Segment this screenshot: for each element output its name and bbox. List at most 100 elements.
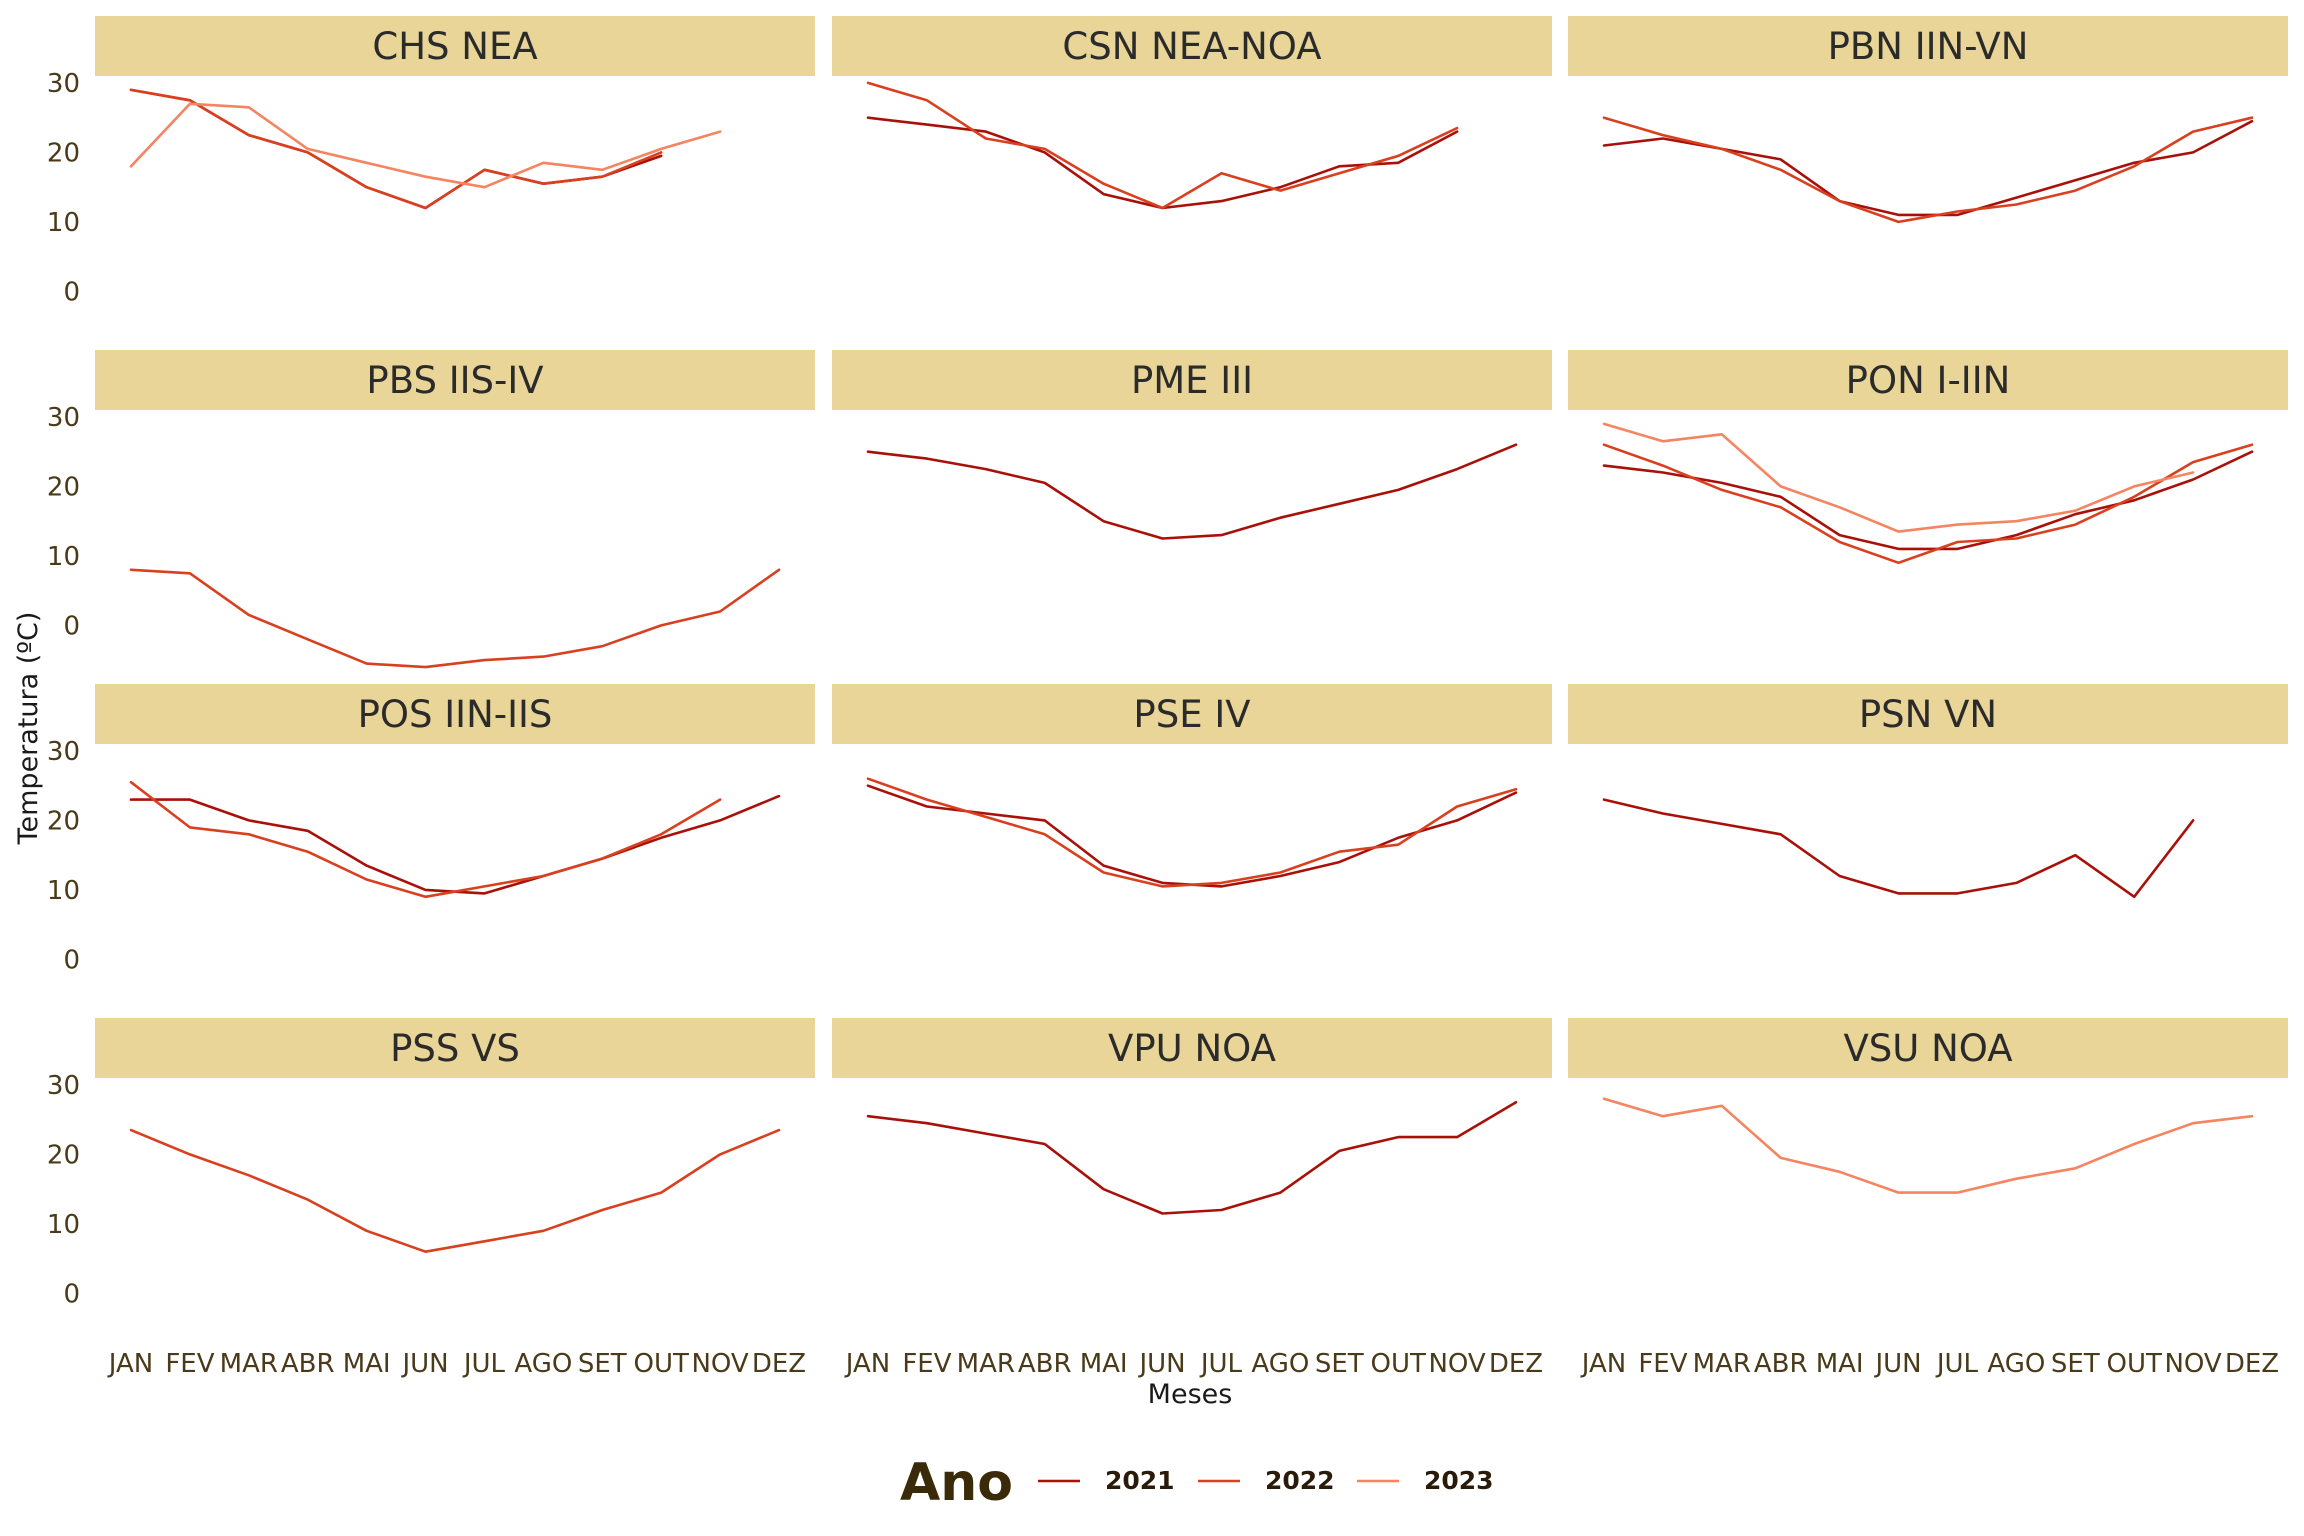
x-tick-label: JUN: [1873, 1349, 1921, 1379]
series-line-vsu-noa-2023: [1602, 1097, 2254, 1194]
y-tick-label: 20: [47, 806, 80, 836]
x-tick-label: FEV: [902, 1349, 951, 1379]
panel-strip-pos-iin-iis: [95, 684, 815, 744]
panel-title-pos-iin-iis: POS IIN-IIS: [358, 693, 553, 736]
panel-title-pse-iv: PSE IV: [1133, 693, 1250, 736]
x-tick-label: DEZ: [1489, 1349, 1543, 1379]
x-tick-label: FEV: [1638, 1349, 1687, 1379]
x-tick-label: SET: [1315, 1349, 1364, 1379]
x-tick-label: JUL: [1199, 1349, 1243, 1379]
x-tick-label: JAN: [1580, 1349, 1626, 1379]
x-tick-label: NOV: [2164, 1349, 2221, 1379]
panel-title-pbn-iin-vn: PBN IIN-VN: [1828, 25, 2029, 68]
y-tick-label: 10: [47, 876, 80, 906]
y-tick-label: 0: [63, 1279, 80, 1309]
y-tick-label: 0: [63, 611, 80, 641]
y-tick-label: 30: [47, 1071, 80, 1101]
panel-strip-pbn-iin-vn: [1568, 16, 2288, 76]
panel-title-pbs-iis-iv: PBS IIS-IV: [366, 359, 543, 402]
y-tick-label: 0: [63, 277, 80, 307]
x-tick-label: AGO: [1987, 1349, 2045, 1379]
panel-strip-pon-i-iin: [1568, 350, 2288, 410]
series-line-pbn-iin-vn-2021: [1602, 119, 2254, 217]
panel-title-csn-nea-noa: CSN NEA-NOA: [1062, 25, 1321, 68]
panel-title-pss-vs: PSS VS: [390, 1027, 520, 1070]
x-tick-label: JUN: [400, 1349, 448, 1379]
x-tick-label: JUL: [1935, 1349, 1979, 1379]
x-tick-label: SET: [578, 1349, 627, 1379]
panel-strip-pbs-iis-iv: [95, 350, 815, 410]
series-line-pon-i-iin-2022: [1602, 443, 2254, 565]
x-tick-label: JAN: [844, 1349, 890, 1379]
panel-title-pme-iii: PME III: [1131, 359, 1253, 402]
series-line-pon-i-iin-2023: [1602, 422, 2195, 533]
y-tick-label: 30: [47, 403, 80, 433]
x-tick-label: DEZ: [752, 1349, 806, 1379]
x-tick-label: MAI: [1816, 1349, 1864, 1379]
y-tick-label: 0: [63, 945, 80, 975]
panel-strip-vpu-noa: [832, 1018, 1552, 1078]
x-tick-label: JUL: [462, 1349, 506, 1379]
x-tick-label: MAR: [957, 1349, 1015, 1379]
series-line-chs-nea-2021: [129, 88, 663, 210]
y-tick-label: 20: [47, 472, 80, 502]
x-tick-label: MAR: [1693, 1349, 1751, 1379]
series-line-pos-iin-iis-2022: [129, 780, 722, 899]
x-tick-label: OUT: [2106, 1349, 2161, 1379]
series-line-pss-vs-2022: [129, 1128, 781, 1253]
x-tick-label: SET: [2051, 1349, 2100, 1379]
y-tick-label: 10: [47, 542, 80, 572]
y-tick-label: 30: [47, 737, 80, 767]
series-line-pbs-iis-iv-2022: [129, 568, 781, 669]
series-line-pse-iv-2021: [866, 784, 1518, 888]
y-axis-title: Temperatura (ºC): [13, 612, 44, 846]
x-tick-label: ABR: [1754, 1349, 1808, 1379]
panel-strip-pse-iv: [832, 684, 1552, 744]
y-tick-label: 10: [47, 1210, 80, 1240]
series-line-vpu-noa-2021: [866, 1101, 1518, 1215]
legend-label-2022: 2022: [1265, 1466, 1335, 1495]
x-axis-title: Meses: [1148, 1379, 1233, 1410]
series-line-pos-iin-iis-2021: [129, 794, 781, 895]
y-tick-label: 30: [47, 69, 80, 99]
x-tick-label: NOV: [1428, 1349, 1485, 1379]
y-tick-label: 20: [47, 138, 80, 168]
series-line-chs-nea-2023: [129, 102, 722, 189]
series-line-pbn-iin-vn-2022: [1602, 116, 2254, 224]
x-tick-label: AGO: [1251, 1349, 1309, 1379]
series-line-psn-vn-2021: [1602, 798, 2195, 899]
x-tick-label: JUN: [1137, 1349, 1185, 1379]
panel-title-psn-vn: PSN VN: [1859, 693, 1997, 736]
x-tick-label: OUT: [1370, 1349, 1425, 1379]
y-tick-label: 20: [47, 1140, 80, 1170]
x-tick-label: FEV: [165, 1349, 214, 1379]
panel-strip-csn-nea-noa: [832, 16, 1552, 76]
x-tick-label: MAI: [1080, 1349, 1128, 1379]
x-tick-label: DEZ: [2225, 1349, 2279, 1379]
legend-label-2021: 2021: [1105, 1466, 1175, 1495]
panel-strip-psn-vn: [1568, 684, 2288, 744]
x-tick-label: NOV: [691, 1349, 748, 1379]
x-tick-label: MAR: [220, 1349, 278, 1379]
x-tick-label: AGO: [514, 1349, 572, 1379]
panel-strip-pme-iii: [832, 350, 1552, 410]
panel-title-vpu-noa: VPU NOA: [1108, 1027, 1276, 1070]
panel-strip-pss-vs: [95, 1018, 815, 1078]
legend-label-2023: 2023: [1424, 1466, 1494, 1495]
series-line-csn-nea-noa-2022: [866, 81, 1459, 210]
series-line-chs-nea-2022: [129, 88, 663, 210]
y-tick-label: 10: [47, 208, 80, 238]
x-tick-label: OUT: [633, 1349, 688, 1379]
x-tick-label: JAN: [107, 1349, 153, 1379]
panel-strip-vsu-noa: [1568, 1018, 2288, 1078]
series-line-pon-i-iin-2021: [1602, 450, 2254, 551]
legend-title: Ano: [900, 1453, 1013, 1513]
panel-title-vsu-noa: VSU NOA: [1843, 1027, 2012, 1070]
panel-strip-chs-nea: [95, 16, 815, 76]
x-tick-label: MAI: [343, 1349, 391, 1379]
series-line-csn-nea-noa-2021: [866, 116, 1459, 210]
panel-title-pon-i-iin: PON I-IIN: [1846, 359, 2011, 402]
series-line-pme-iii-2021: [866, 443, 1518, 540]
series-line-pse-iv-2022: [866, 777, 1518, 888]
